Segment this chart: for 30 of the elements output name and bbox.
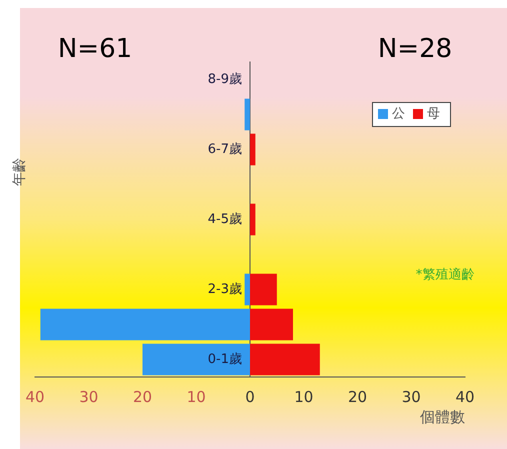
x-tick-label: 20 — [132, 388, 152, 406]
bar — [250, 274, 277, 306]
bar — [244, 274, 250, 306]
y-tick-label: 8-9歲 — [208, 72, 242, 87]
bar — [250, 134, 256, 166]
y-tick-label: 4-5歲 — [208, 212, 242, 227]
x-tick-label: 30 — [79, 388, 98, 406]
y-tick-label: 0-1歲 — [208, 352, 242, 367]
x-tick-label: 10 — [294, 388, 314, 406]
bar — [250, 204, 256, 236]
x-tick-label: 10 — [186, 388, 206, 406]
legend-label: 公 — [392, 106, 405, 122]
legend-label: 母 — [427, 106, 440, 122]
bar — [142, 344, 250, 376]
y-tick-label: 6-7歲 — [208, 142, 242, 157]
y-tick-label: 2-3歲 — [208, 282, 242, 297]
x-tick-label: 0 — [245, 388, 255, 406]
annotation: *繁殖適齡 — [416, 266, 474, 282]
y-axis-title: 年齡 — [12, 158, 28, 186]
x-tick-label: 40 — [25, 388, 45, 406]
bar — [250, 308, 293, 340]
x-tick-label: 40 — [455, 388, 475, 406]
x-tick-label: 20 — [348, 388, 368, 406]
x-axis-title: 個體數 — [420, 408, 465, 426]
annotation: N=61 — [58, 34, 132, 64]
x-tick-label: 30 — [402, 388, 421, 406]
bar — [40, 308, 250, 340]
bar — [244, 98, 250, 130]
annotation: N=28 — [378, 34, 452, 64]
bar — [250, 344, 320, 376]
